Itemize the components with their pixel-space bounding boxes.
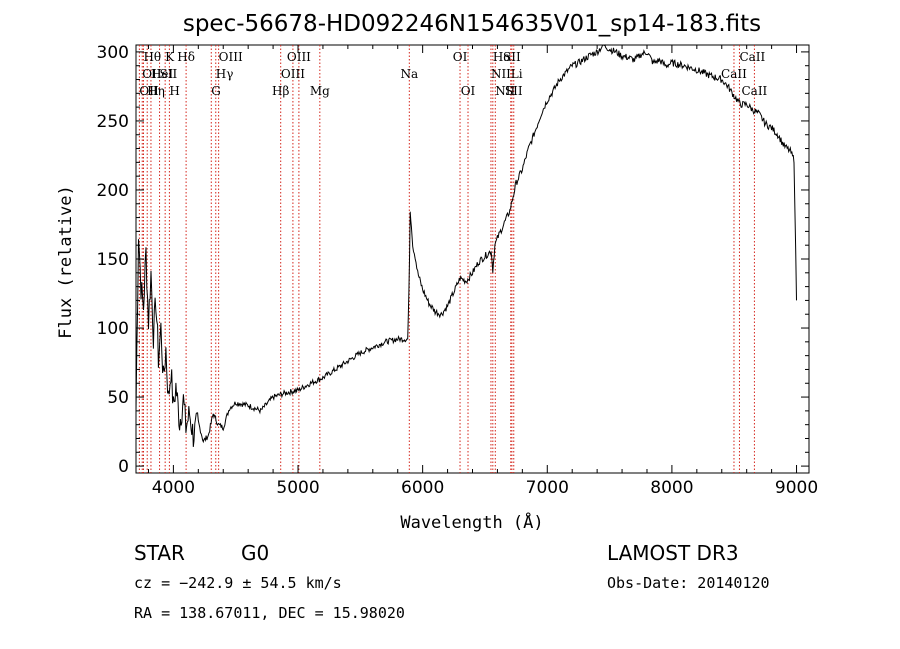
object-class: STAR bbox=[134, 541, 185, 565]
x-tick-label-2: 6000 bbox=[401, 478, 444, 498]
object-subclass: G0 bbox=[241, 541, 269, 565]
x-axis-label: Wavelength (Å) bbox=[400, 511, 543, 533]
line-label-15: Mg bbox=[310, 84, 330, 98]
y-tick-label-6: 300 bbox=[97, 43, 129, 63]
survey-name: LAMOST DR3 bbox=[607, 541, 739, 565]
line-label-9: Hγ bbox=[216, 67, 234, 81]
y-tick-label-0: 0 bbox=[118, 457, 129, 477]
line-label-24: SII bbox=[505, 84, 523, 98]
line-label-12: Hβ bbox=[272, 84, 289, 98]
x-tick-label-5: 9000 bbox=[775, 478, 818, 498]
line-label-4: HeI bbox=[151, 67, 174, 81]
line-label-26: CaII bbox=[739, 50, 765, 64]
y-tick-label-1: 50 bbox=[107, 388, 129, 408]
axes: 4000 5000 6000 7000 8000 9000 0 50 100 150 200 250 3… bbox=[97, 43, 819, 498]
x-tick-label-3: 7000 bbox=[526, 478, 569, 498]
line-label-21: NII bbox=[495, 84, 515, 98]
line-label-0: OII bbox=[139, 84, 159, 98]
line-label-10: OIII bbox=[219, 50, 243, 64]
line-label-25: CaII bbox=[721, 67, 747, 81]
line-label-7: H bbox=[169, 84, 179, 98]
line-label-27: CaII bbox=[741, 84, 767, 98]
line-label-8: Hδ bbox=[177, 50, 195, 64]
redshift-cz: cz = −242.9 ± 54.5 km/s bbox=[134, 574, 342, 592]
y-tick-label-4: 200 bbox=[97, 181, 129, 201]
x-tick-label-0: 4000 bbox=[152, 478, 195, 498]
y-tick-label-2: 100 bbox=[97, 319, 129, 339]
line-label-16: Na bbox=[400, 67, 418, 81]
line-label-2: Hθ bbox=[143, 50, 161, 64]
plot-frame bbox=[135, 44, 810, 474]
y-tick-label-3: 150 bbox=[97, 250, 129, 270]
line-label-5: SII bbox=[160, 67, 178, 81]
line-label-3: Hη bbox=[147, 84, 165, 98]
y-axis-label: Flux (relative) bbox=[56, 185, 76, 339]
x-tick-label-1: 5000 bbox=[276, 478, 319, 498]
ra-dec: RA = 138.67011, DEC = 15.98020 bbox=[134, 604, 405, 622]
line-label-19: NII bbox=[491, 67, 511, 81]
line-label-11: G bbox=[211, 84, 221, 98]
spectrum-series bbox=[135, 44, 797, 447]
obs-date: Obs-Date: 20140120 bbox=[607, 574, 770, 592]
line-label-6: K bbox=[165, 50, 175, 64]
line-label-20: Hα bbox=[493, 50, 512, 64]
line-label-22: Li bbox=[511, 67, 523, 81]
chart-title: spec-56678-HD092246N154635V01_sp14-183.f… bbox=[183, 11, 761, 37]
line-label-14: OIII bbox=[287, 50, 311, 64]
line-label-1: OII bbox=[142, 67, 162, 81]
x-tick-label-4: 8000 bbox=[650, 478, 693, 498]
line-label-23: SII bbox=[503, 50, 521, 64]
y-tick-label-5: 250 bbox=[97, 112, 129, 132]
spectrum-line bbox=[135, 44, 797, 447]
line-label-13: OIII bbox=[281, 67, 305, 81]
line-label-18: OI bbox=[461, 84, 476, 98]
line-label-17: OI bbox=[453, 50, 468, 64]
